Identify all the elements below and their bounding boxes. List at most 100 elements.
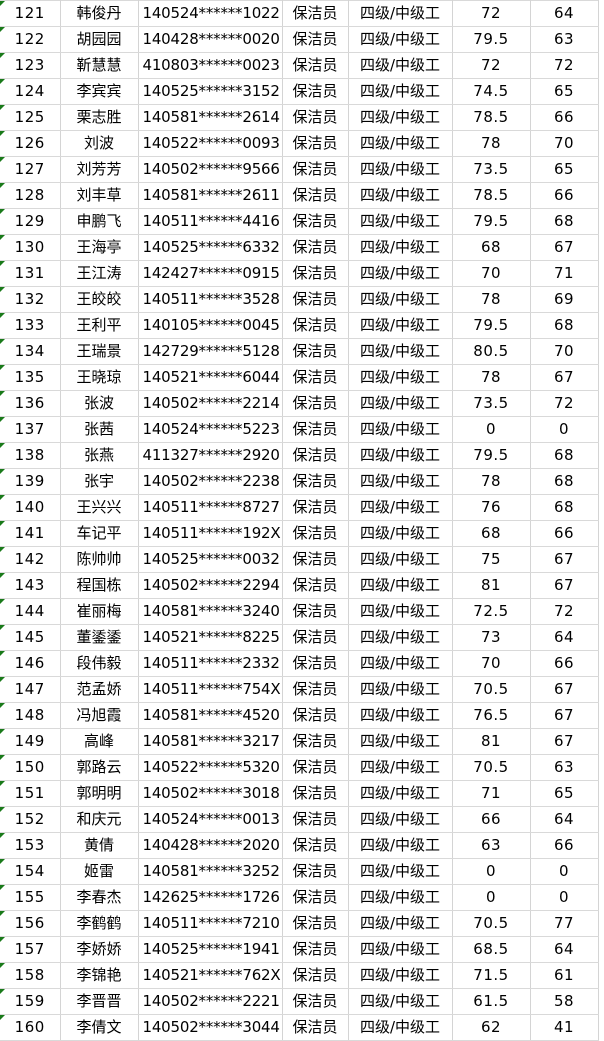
cell-job-title[interactable]: 保洁员 <box>282 858 349 885</box>
table-row[interactable]: 149 高峰 140581******3217 保洁员 四级/中级工 81 67 <box>0 728 599 755</box>
cell-row-number[interactable]: 137 <box>0 416 61 443</box>
cell-score-two[interactable]: 69 <box>530 286 599 313</box>
cell-score-one[interactable]: 76.5 <box>452 702 531 729</box>
cell-row-number[interactable]: 149 <box>0 728 61 755</box>
table-row[interactable]: 153 黄倩 140428******2020 保洁员 四级/中级工 63 66 <box>0 832 599 859</box>
cell-score-one[interactable]: 79.5 <box>452 442 531 469</box>
cell-person-name[interactable]: 刘丰草 <box>60 182 139 209</box>
table-row[interactable]: 148 冯旭霞 140581******4520 保洁员 四级/中级工 76.5 67 <box>0 702 599 729</box>
cell-job-title[interactable]: 保洁员 <box>282 208 349 235</box>
table-row[interactable]: 134 王瑞景 142729******5128 保洁员 四级/中级工 80.5 70 <box>0 338 599 365</box>
cell-job-title[interactable]: 保洁员 <box>282 312 349 339</box>
cell-job-title[interactable]: 保洁员 <box>282 728 349 755</box>
table-row[interactable]: 160 李倩文 140502******3044 保洁员 四级/中级工 62 41 <box>0 1014 599 1041</box>
cell-row-number[interactable]: 140 <box>0 494 61 521</box>
cell-id-number[interactable]: 140428******0020 <box>138 26 283 53</box>
cell-job-title[interactable]: 保洁员 <box>282 234 349 261</box>
cell-id-number[interactable]: 140525******3152 <box>138 78 283 105</box>
cell-score-two[interactable]: 63 <box>530 754 599 781</box>
cell-score-two[interactable]: 70 <box>530 130 599 157</box>
cell-person-name[interactable]: 冯旭霞 <box>60 702 139 729</box>
cell-job-title[interactable]: 保洁员 <box>282 676 349 703</box>
table-row[interactable]: 138 张燕 411327******2920 保洁员 四级/中级工 79.5 68 <box>0 442 599 469</box>
cell-person-name[interactable]: 郭路云 <box>60 754 139 781</box>
cell-person-name[interactable]: 王兴兴 <box>60 494 139 521</box>
cell-score-one[interactable]: 73.5 <box>452 390 531 417</box>
cell-job-title[interactable]: 保洁员 <box>282 1014 349 1041</box>
table-row[interactable]: 151 郭明明 140502******3018 保洁员 四级/中级工 71 65 <box>0 780 599 807</box>
cell-row-number[interactable]: 128 <box>0 182 61 209</box>
cell-job-title[interactable]: 保洁员 <box>282 130 349 157</box>
cell-row-number[interactable]: 158 <box>0 962 61 989</box>
cell-id-number[interactable]: 140525******1941 <box>138 936 283 963</box>
table-row[interactable]: 154 姬雷 140581******3252 保洁员 四级/中级工 0 0 <box>0 858 599 885</box>
cell-skill-level[interactable]: 四级/中级工 <box>348 546 453 573</box>
cell-skill-level[interactable]: 四级/中级工 <box>348 728 453 755</box>
cell-job-title[interactable]: 保洁员 <box>282 936 349 963</box>
cell-person-name[interactable]: 董鋈鋈 <box>60 624 139 651</box>
cell-skill-level[interactable]: 四级/中级工 <box>348 442 453 469</box>
cell-job-title[interactable]: 保洁员 <box>282 468 349 495</box>
cell-job-title[interactable]: 保洁员 <box>282 572 349 599</box>
table-row[interactable]: 123 靳慧慧 410803******0023 保洁员 四级/中级工 72 72 <box>0 52 599 79</box>
cell-row-number[interactable]: 144 <box>0 598 61 625</box>
cell-person-name[interactable]: 王晓琼 <box>60 364 139 391</box>
cell-person-name[interactable]: 王皎皎 <box>60 286 139 313</box>
cell-skill-level[interactable]: 四级/中级工 <box>348 52 453 79</box>
cell-row-number[interactable]: 129 <box>0 208 61 235</box>
cell-row-number[interactable]: 138 <box>0 442 61 469</box>
cell-row-number[interactable]: 135 <box>0 364 61 391</box>
cell-score-one[interactable]: 78 <box>452 364 531 391</box>
cell-row-number[interactable]: 123 <box>0 52 61 79</box>
cell-score-one[interactable]: 78 <box>452 130 531 157</box>
cell-job-title[interactable]: 保洁员 <box>282 0 349 27</box>
cell-score-two[interactable]: 68 <box>530 208 599 235</box>
cell-score-two[interactable]: 0 <box>530 416 599 443</box>
table-row[interactable]: 141 车记平 140511******192X 保洁员 四级/中级工 68 66 <box>0 520 599 547</box>
cell-skill-level[interactable]: 四级/中级工 <box>348 234 453 261</box>
cell-skill-level[interactable]: 四级/中级工 <box>348 884 453 911</box>
cell-person-name[interactable]: 王江涛 <box>60 260 139 287</box>
table-row[interactable]: 133 王利平 140105******0045 保洁员 四级/中级工 79.5 68 <box>0 312 599 339</box>
cell-skill-level[interactable]: 四级/中级工 <box>348 338 453 365</box>
cell-job-title[interactable]: 保洁员 <box>282 780 349 807</box>
cell-id-number[interactable]: 140581******3217 <box>138 728 283 755</box>
cell-id-number[interactable]: 140428******2020 <box>138 832 283 859</box>
cell-job-title[interactable]: 保洁员 <box>282 182 349 209</box>
cell-score-two[interactable]: 67 <box>530 234 599 261</box>
cell-score-one[interactable]: 62 <box>452 1014 531 1041</box>
cell-skill-level[interactable]: 四级/中级工 <box>348 754 453 781</box>
cell-row-number[interactable]: 136 <box>0 390 61 417</box>
table-row[interactable]: 131 王江涛 142427******0915 保洁员 四级/中级工 70 71 <box>0 260 599 287</box>
cell-id-number[interactable]: 140511******8727 <box>138 494 283 521</box>
cell-job-title[interactable]: 保洁员 <box>282 832 349 859</box>
table-row[interactable]: 142 陈帅帅 140525******0032 保洁员 四级/中级工 75 67 <box>0 546 599 573</box>
cell-skill-level[interactable]: 四级/中级工 <box>348 936 453 963</box>
cell-skill-level[interactable]: 四级/中级工 <box>348 962 453 989</box>
table-row[interactable]: 147 范孟娇 140511******754X 保洁员 四级/中级工 70.5 67 <box>0 676 599 703</box>
cell-job-title[interactable]: 保洁员 <box>282 286 349 313</box>
cell-person-name[interactable]: 李锦艳 <box>60 962 139 989</box>
cell-id-number[interactable]: 140502******9566 <box>138 156 283 183</box>
cell-score-one[interactable]: 68 <box>452 234 531 261</box>
cell-score-one[interactable]: 75 <box>452 546 531 573</box>
cell-job-title[interactable]: 保洁员 <box>282 390 349 417</box>
cell-row-number[interactable]: 131 <box>0 260 61 287</box>
cell-id-number[interactable]: 140511******3528 <box>138 286 283 313</box>
cell-job-title[interactable]: 保洁员 <box>282 442 349 469</box>
table-row[interactable]: 122 胡园园 140428******0020 保洁员 四级/中级工 79.5 63 <box>0 26 599 53</box>
cell-row-number[interactable]: 147 <box>0 676 61 703</box>
cell-row-number[interactable]: 154 <box>0 858 61 885</box>
cell-score-two[interactable]: 63 <box>530 26 599 53</box>
cell-skill-level[interactable]: 四级/中级工 <box>348 598 453 625</box>
cell-row-number[interactable]: 127 <box>0 156 61 183</box>
cell-person-name[interactable]: 陈帅帅 <box>60 546 139 573</box>
cell-id-number[interactable]: 411327******2920 <box>138 442 283 469</box>
cell-row-number[interactable]: 159 <box>0 988 61 1015</box>
cell-score-two[interactable]: 72 <box>530 52 599 79</box>
cell-skill-level[interactable]: 四级/中级工 <box>348 26 453 53</box>
cell-person-name[interactable]: 韩俊丹 <box>60 0 139 27</box>
cell-skill-level[interactable]: 四级/中级工 <box>348 572 453 599</box>
cell-skill-level[interactable]: 四级/中级工 <box>348 702 453 729</box>
